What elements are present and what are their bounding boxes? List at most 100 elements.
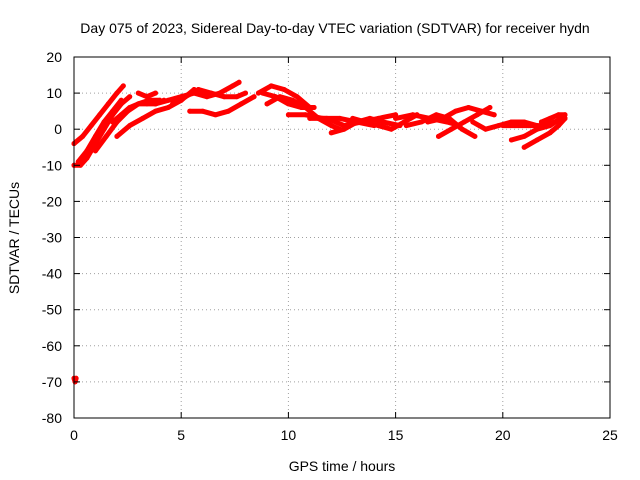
data-point bbox=[328, 130, 334, 136]
data-point bbox=[303, 112, 309, 118]
data-point bbox=[513, 123, 519, 129]
data-point bbox=[380, 119, 386, 125]
data-point bbox=[238, 101, 244, 107]
data-point bbox=[487, 105, 493, 110]
data-point bbox=[367, 115, 373, 121]
data-point bbox=[127, 123, 133, 129]
data-point bbox=[521, 133, 527, 139]
data-point bbox=[461, 119, 467, 125]
data-point bbox=[114, 90, 120, 96]
data-point bbox=[496, 123, 501, 129]
data-point bbox=[153, 90, 158, 96]
data-point bbox=[105, 101, 111, 107]
data-point bbox=[500, 123, 506, 129]
data-point bbox=[298, 105, 304, 110]
data-point bbox=[221, 94, 227, 100]
data-point bbox=[92, 133, 98, 139]
data-point bbox=[114, 133, 120, 139]
data-point bbox=[538, 119, 544, 125]
data-point bbox=[436, 133, 441, 139]
data-point bbox=[127, 105, 133, 110]
x-tick-label: 25 bbox=[602, 427, 618, 443]
data-point bbox=[521, 144, 527, 150]
data-point bbox=[118, 112, 124, 118]
data-point bbox=[440, 115, 446, 121]
data-point bbox=[225, 108, 231, 114]
data-point bbox=[118, 97, 124, 103]
data-point bbox=[324, 115, 330, 121]
data-point bbox=[418, 119, 424, 125]
data-point bbox=[84, 148, 90, 154]
data-point bbox=[285, 112, 291, 118]
data-point bbox=[153, 108, 158, 114]
y-tick-labels: -80 -70 -60 -50 -40 -30 -20 -10 0 10 20 bbox=[42, 49, 62, 426]
data-point bbox=[410, 112, 416, 118]
data-point bbox=[363, 119, 369, 125]
data-series bbox=[71, 79, 568, 385]
data-point bbox=[556, 123, 561, 129]
x-axis-label: GPS time / hours bbox=[289, 458, 396, 474]
data-point bbox=[491, 112, 497, 118]
data-point bbox=[403, 123, 409, 129]
data-point bbox=[433, 112, 439, 118]
data-point bbox=[470, 119, 476, 125]
data-point bbox=[459, 126, 465, 132]
data-point bbox=[307, 115, 313, 121]
data-point bbox=[328, 123, 334, 129]
data-point bbox=[234, 94, 240, 100]
y-axis-label: SDTVAR / TECUs bbox=[6, 182, 22, 294]
data-point bbox=[534, 137, 540, 143]
data-point bbox=[88, 123, 94, 129]
data-point bbox=[255, 90, 261, 96]
y-tick-label: 0 bbox=[54, 121, 62, 137]
data-point bbox=[120, 83, 126, 89]
chart-title: Day 075 of 2023, Sidereal Day-to-day VTE… bbox=[80, 20, 589, 36]
data-point bbox=[294, 94, 300, 100]
data-point bbox=[285, 101, 291, 107]
data-point bbox=[425, 119, 431, 125]
data-point bbox=[526, 123, 531, 129]
data-point bbox=[388, 126, 394, 132]
data-point bbox=[556, 112, 561, 118]
data-point bbox=[474, 112, 480, 118]
y-tick-label: -60 bbox=[42, 338, 62, 354]
x-tick-label: 20 bbox=[495, 427, 511, 443]
data-point bbox=[547, 130, 553, 136]
data-point bbox=[97, 112, 103, 118]
data-point bbox=[268, 83, 274, 89]
series-track-26 bbox=[538, 112, 568, 125]
data-point bbox=[153, 101, 158, 107]
data-point bbox=[195, 87, 201, 92]
data-point bbox=[165, 105, 171, 110]
data-point bbox=[204, 94, 210, 100]
data-point bbox=[264, 101, 270, 107]
data-point bbox=[236, 79, 242, 85]
data-point bbox=[101, 119, 107, 125]
data-point bbox=[547, 123, 553, 129]
data-point bbox=[350, 115, 356, 121]
y-tick-label: -70 bbox=[42, 374, 62, 390]
data-point bbox=[208, 90, 214, 96]
data-point bbox=[144, 101, 150, 107]
data-point bbox=[84, 155, 90, 161]
x-tick-label: 10 bbox=[281, 427, 297, 443]
data-point bbox=[230, 83, 236, 89]
y-tick-label: 10 bbox=[46, 85, 62, 101]
y-tick-label: -30 bbox=[42, 230, 62, 246]
data-point bbox=[170, 101, 176, 107]
data-point bbox=[453, 108, 459, 114]
x-tick-label: 5 bbox=[177, 427, 185, 443]
data-point bbox=[140, 115, 146, 121]
data-point bbox=[483, 126, 489, 132]
data-point bbox=[251, 94, 257, 100]
data-point bbox=[73, 375, 79, 381]
axis-ticks bbox=[73, 56, 611, 419]
y-tick-label: -40 bbox=[42, 266, 62, 282]
data-point bbox=[281, 87, 287, 92]
data-point bbox=[337, 115, 343, 121]
data-point bbox=[183, 94, 188, 100]
data-point bbox=[562, 112, 568, 118]
data-point bbox=[375, 123, 381, 129]
data-point bbox=[243, 90, 248, 96]
